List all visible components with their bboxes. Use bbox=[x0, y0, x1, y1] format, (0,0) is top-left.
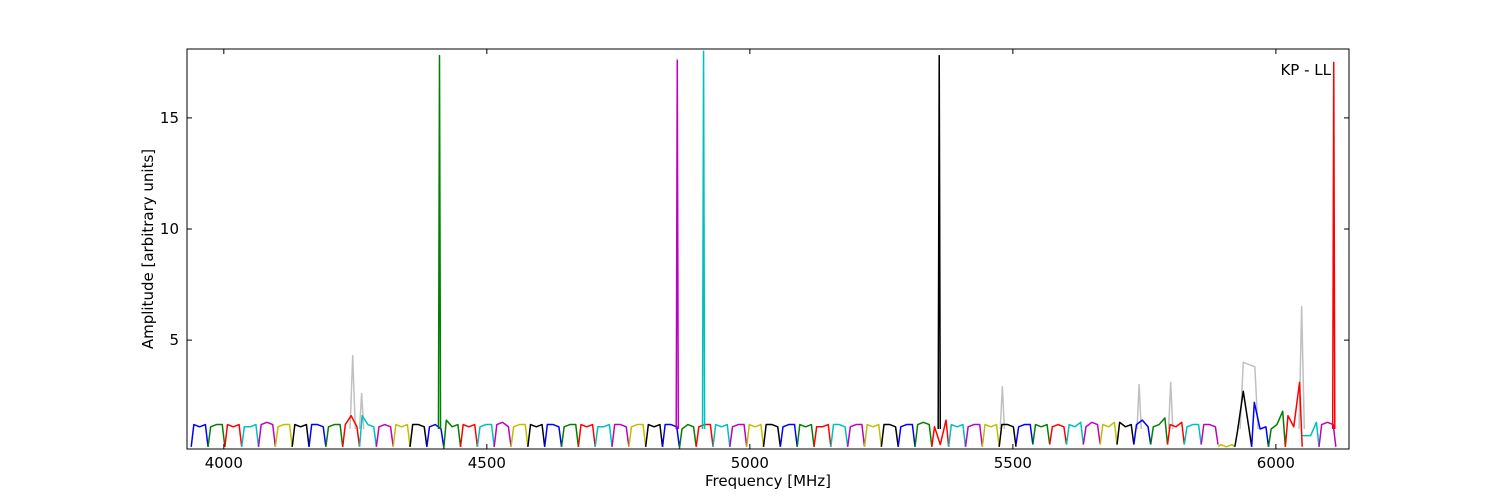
series-line bbox=[729, 423, 748, 447]
series-line bbox=[1217, 443, 1236, 448]
series-line bbox=[830, 423, 849, 447]
y-tick-label: 10 bbox=[160, 220, 179, 238]
series-line bbox=[863, 423, 883, 447]
series-line bbox=[1133, 419, 1152, 445]
series-line bbox=[476, 423, 495, 447]
series-line bbox=[1267, 410, 1287, 447]
y-tick-label: 5 bbox=[169, 331, 179, 349]
series-line bbox=[745, 423, 765, 447]
series-line bbox=[1298, 306, 1306, 430]
series-line bbox=[644, 423, 664, 447]
plot-marks bbox=[190, 50, 1337, 449]
x-tick-label: 5000 bbox=[731, 454, 769, 472]
y-axis-label: Amplitude [arbitrary units] bbox=[139, 149, 157, 349]
series-line bbox=[240, 423, 260, 447]
series-line bbox=[1284, 381, 1303, 447]
series-line bbox=[493, 421, 512, 447]
series-line bbox=[190, 423, 209, 447]
series-line bbox=[1234, 390, 1253, 447]
series-line bbox=[998, 423, 1017, 447]
series-line bbox=[459, 423, 479, 447]
series-line bbox=[375, 423, 394, 447]
series-line bbox=[1149, 417, 1169, 445]
series-line bbox=[392, 423, 411, 447]
series-line bbox=[437, 54, 442, 430]
x-axis-label: Frequency [MHz] bbox=[705, 472, 831, 490]
x-tick-label: 4500 bbox=[468, 454, 506, 472]
x-tick-label: 6000 bbox=[1257, 454, 1295, 472]
series-line bbox=[678, 423, 697, 449]
series-line bbox=[1015, 423, 1034, 445]
series-line bbox=[1166, 421, 1186, 445]
series-line bbox=[560, 423, 580, 447]
series-line bbox=[1032, 423, 1051, 445]
series-line bbox=[1065, 421, 1085, 445]
annotation: KP - LL bbox=[1280, 61, 1331, 79]
series-line bbox=[308, 423, 327, 447]
series-line bbox=[897, 423, 916, 447]
series-line bbox=[1250, 401, 1270, 447]
series-line bbox=[762, 423, 782, 447]
series-line bbox=[1116, 421, 1135, 445]
series-line bbox=[274, 423, 293, 447]
series-line bbox=[426, 423, 445, 447]
series-line bbox=[325, 423, 344, 447]
series-line bbox=[914, 421, 933, 447]
series-line bbox=[341, 414, 361, 447]
series-line bbox=[937, 54, 942, 430]
series-line bbox=[796, 423, 815, 447]
series-line bbox=[358, 414, 378, 447]
series-line bbox=[1302, 421, 1320, 447]
series-line bbox=[543, 423, 563, 447]
series-line bbox=[1331, 61, 1336, 430]
series-line bbox=[981, 423, 1000, 447]
series-line bbox=[846, 423, 866, 447]
series-line bbox=[1183, 423, 1202, 445]
x-tick-label: 5500 bbox=[994, 454, 1032, 472]
series-line bbox=[813, 423, 832, 447]
series-line bbox=[1318, 421, 1337, 447]
series-line bbox=[224, 423, 243, 447]
series-line bbox=[779, 423, 798, 447]
series-line bbox=[628, 423, 647, 447]
series-line bbox=[1082, 421, 1101, 445]
series-line bbox=[675, 59, 680, 430]
series-line bbox=[931, 419, 950, 447]
series-line bbox=[257, 421, 277, 447]
series-line bbox=[999, 386, 1006, 430]
series-line bbox=[442, 419, 462, 449]
series-line bbox=[1167, 381, 1174, 430]
series-line bbox=[594, 423, 613, 447]
series-line bbox=[207, 423, 226, 447]
y-tick-label: 15 bbox=[160, 109, 179, 127]
x-tick-label: 4000 bbox=[205, 454, 243, 472]
series-line bbox=[947, 423, 967, 447]
series-line bbox=[1136, 383, 1142, 430]
series-line bbox=[661, 423, 681, 447]
series-line bbox=[527, 423, 546, 447]
series-line bbox=[577, 423, 596, 447]
series-line bbox=[409, 423, 428, 447]
series-line bbox=[1099, 421, 1118, 445]
series-line bbox=[510, 423, 529, 447]
series-line bbox=[1239, 361, 1259, 430]
series-line bbox=[291, 423, 310, 447]
series-line bbox=[964, 423, 984, 447]
series-line bbox=[1048, 423, 1068, 445]
plot-frame bbox=[186, 48, 1350, 450]
series-line bbox=[712, 423, 731, 447]
series-line bbox=[1200, 423, 1219, 445]
series-line bbox=[701, 50, 706, 430]
series-line bbox=[880, 423, 899, 447]
series-line bbox=[349, 354, 357, 430]
series-line bbox=[611, 423, 630, 447]
